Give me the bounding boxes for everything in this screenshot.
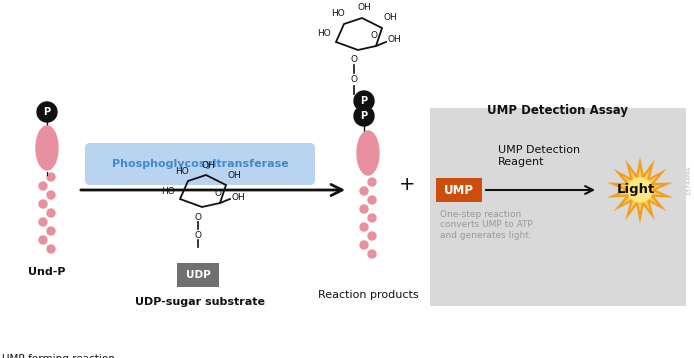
Circle shape [368,178,376,186]
Text: 13744MA: 13744MA [686,165,691,195]
Circle shape [360,223,368,231]
Circle shape [360,205,368,213]
Circle shape [368,214,376,222]
Text: O: O [350,76,357,84]
Circle shape [47,191,55,199]
Circle shape [368,232,376,240]
Circle shape [47,173,55,181]
Circle shape [628,178,652,202]
Text: OH: OH [383,14,397,23]
Text: OH: OH [231,193,245,202]
Circle shape [360,241,368,249]
Text: UMP Detection
Reagent: UMP Detection Reagent [498,145,580,166]
Circle shape [360,187,368,195]
Circle shape [354,91,374,111]
Circle shape [354,106,374,126]
Circle shape [39,182,47,190]
Text: O: O [214,189,221,198]
Circle shape [47,245,55,253]
Circle shape [39,200,47,208]
Text: HO: HO [317,29,331,39]
Text: UDP: UDP [185,270,210,280]
Text: UMP-forming reaction: UMP-forming reaction [2,354,115,358]
Text: Phosphoglycosyltransferase: Phosphoglycosyltransferase [112,159,289,169]
Polygon shape [618,168,661,212]
Text: HO: HO [161,187,175,195]
Text: OH: OH [227,170,241,179]
FancyBboxPatch shape [436,178,482,202]
Text: O: O [194,213,201,222]
Circle shape [37,102,57,122]
Text: UDP-sugar substrate: UDP-sugar substrate [135,297,265,307]
Text: Light: Light [617,184,655,197]
Text: Reaction products: Reaction products [318,290,418,300]
Text: P: P [360,96,368,106]
Circle shape [47,227,55,235]
Text: Und-P: Und-P [28,267,66,277]
Polygon shape [607,156,673,224]
Circle shape [39,218,47,226]
Text: UMP: UMP [444,184,474,197]
Text: O: O [371,32,378,40]
Text: +: + [399,175,415,194]
Text: P: P [360,111,368,121]
Text: UMP Detection Assay: UMP Detection Assay [487,104,629,117]
Text: OH: OH [357,4,371,13]
FancyBboxPatch shape [177,263,219,287]
Text: O: O [350,55,357,64]
FancyBboxPatch shape [430,108,686,306]
Text: P: P [44,107,51,117]
Ellipse shape [36,126,58,170]
Circle shape [368,196,376,204]
Text: O: O [194,231,201,240]
Ellipse shape [357,131,379,175]
Text: OH: OH [387,35,401,44]
Text: OH: OH [201,160,215,169]
Text: HO: HO [175,166,189,175]
Text: HO: HO [331,10,345,19]
Text: One-step reaction
converts UMP to ATP
and generates light.: One-step reaction converts UMP to ATP an… [440,210,533,240]
Circle shape [47,209,55,217]
Circle shape [368,250,376,258]
Circle shape [39,236,47,244]
FancyBboxPatch shape [85,143,315,185]
